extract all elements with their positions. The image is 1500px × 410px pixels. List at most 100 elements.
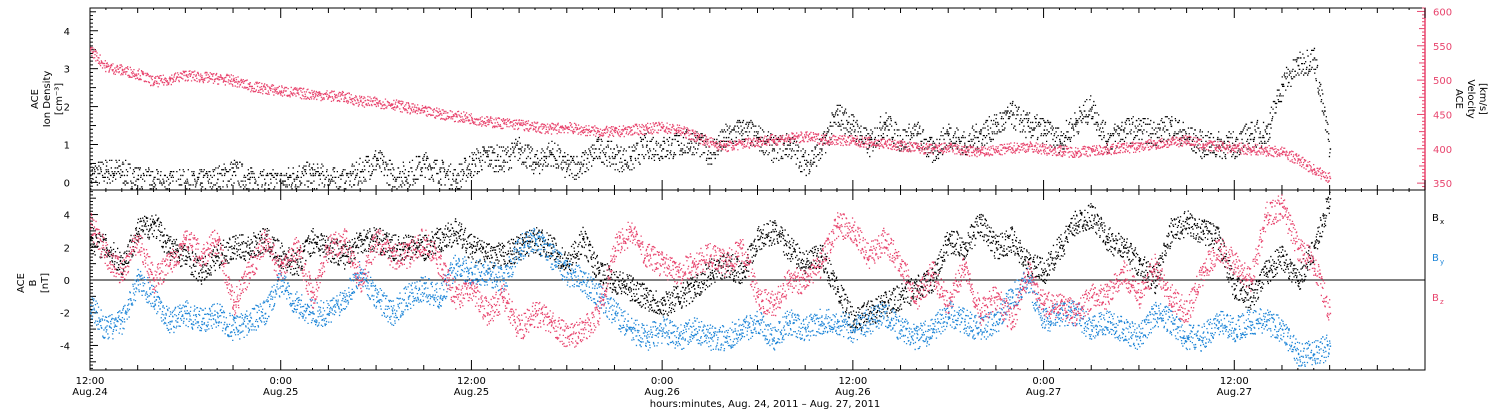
data-point [423,239,426,241]
data-point [121,69,124,72]
data-point [312,239,314,241]
data-point [233,247,235,249]
data-point [821,255,823,257]
data-point [1107,320,1109,323]
data-point [868,312,871,315]
data-point [1266,214,1268,217]
b-axis-title-line1: ACE [16,273,27,293]
data-point [757,239,759,241]
data-point [900,263,903,266]
data-point [980,222,982,225]
data-point [805,136,807,138]
data-point [614,131,616,134]
data-point [932,148,934,151]
data-point [757,140,759,143]
data-point [964,320,966,323]
time-tick-label: 12:00 [76,376,105,387]
data-point [1091,214,1093,217]
data-point [1313,169,1316,171]
data-point [471,117,473,120]
legend-bz-subscript: z [1440,298,1444,306]
data-point [662,126,664,129]
data-point [741,329,744,331]
data-point [201,182,203,184]
data-point [1266,271,1268,274]
data-point [487,255,489,257]
data-point [153,296,156,298]
time-axis-labels: 12:00Aug.240:00Aug.2512:00Aug.250:00Aug.… [72,376,1252,398]
data-point [1170,125,1173,128]
data-point [169,78,171,81]
data-point [1297,64,1300,67]
data-point [1218,320,1220,323]
y-tick-label: 350 [1433,179,1452,190]
data-point [1266,320,1268,323]
data-point [1202,337,1204,339]
data-point [423,247,426,249]
data-point [900,329,903,331]
data-point [1281,255,1284,257]
panel1-time-ticks [89,8,1426,190]
time-tick-label: 12:00 [457,376,486,387]
data-point [1091,150,1093,152]
data-point [709,337,712,339]
data-point [1250,148,1252,151]
data-point [105,255,108,257]
data-point [852,140,855,143]
data-point [868,141,871,144]
data-point [201,320,203,323]
data-point [1281,83,1284,86]
data-point [471,271,473,274]
date-tick-label: Aug.24 [72,387,107,398]
data-point [1154,263,1157,266]
data-point [312,296,314,298]
time-tick-label: 0:00 [651,376,673,387]
data-point [1138,146,1141,148]
y-tick-label: 500 [1433,76,1452,87]
ion-density-velocity-panel: 0 1 2 3 4 350 400 450 500 550 600 ACE Ion Density… [30,7,1488,191]
velocity-axis-title-line1: ACE [1453,89,1464,109]
y-tick-label: 0 [64,178,70,189]
data-point [693,263,696,266]
data-point [376,102,378,104]
data-point [725,263,728,266]
data-point [248,85,251,88]
data-point [566,126,569,129]
data-point [1297,280,1300,282]
y-tick-label: 400 [1433,145,1452,156]
data-point [852,230,855,233]
data-point [1186,337,1189,339]
data-point [296,247,299,249]
data-point [423,163,426,165]
data-point [1138,129,1141,131]
data-point [169,263,171,266]
data-point [1329,198,1332,200]
data-point [185,312,187,315]
data-point [264,182,267,184]
data-point [90,239,92,241]
data-point [376,296,378,298]
data-point [884,239,887,241]
data-point [582,329,585,331]
data-point [884,121,887,124]
y-tick-label: 2 [64,243,70,254]
data-point [630,129,632,132]
data-point [153,280,156,282]
data-point [217,178,219,181]
data-point [1170,296,1173,298]
data-point [852,329,855,331]
data-point [805,263,807,266]
data-point [296,174,299,177]
data-point [614,280,616,282]
data-point [630,288,632,290]
data-point [948,239,950,241]
data-point [1107,148,1109,151]
data-point [900,140,903,143]
data-point [550,247,553,249]
data-point [709,255,712,257]
data-point [1027,271,1030,274]
panel1-data [90,46,1332,190]
data-point [471,288,473,290]
data-point [725,136,728,139]
